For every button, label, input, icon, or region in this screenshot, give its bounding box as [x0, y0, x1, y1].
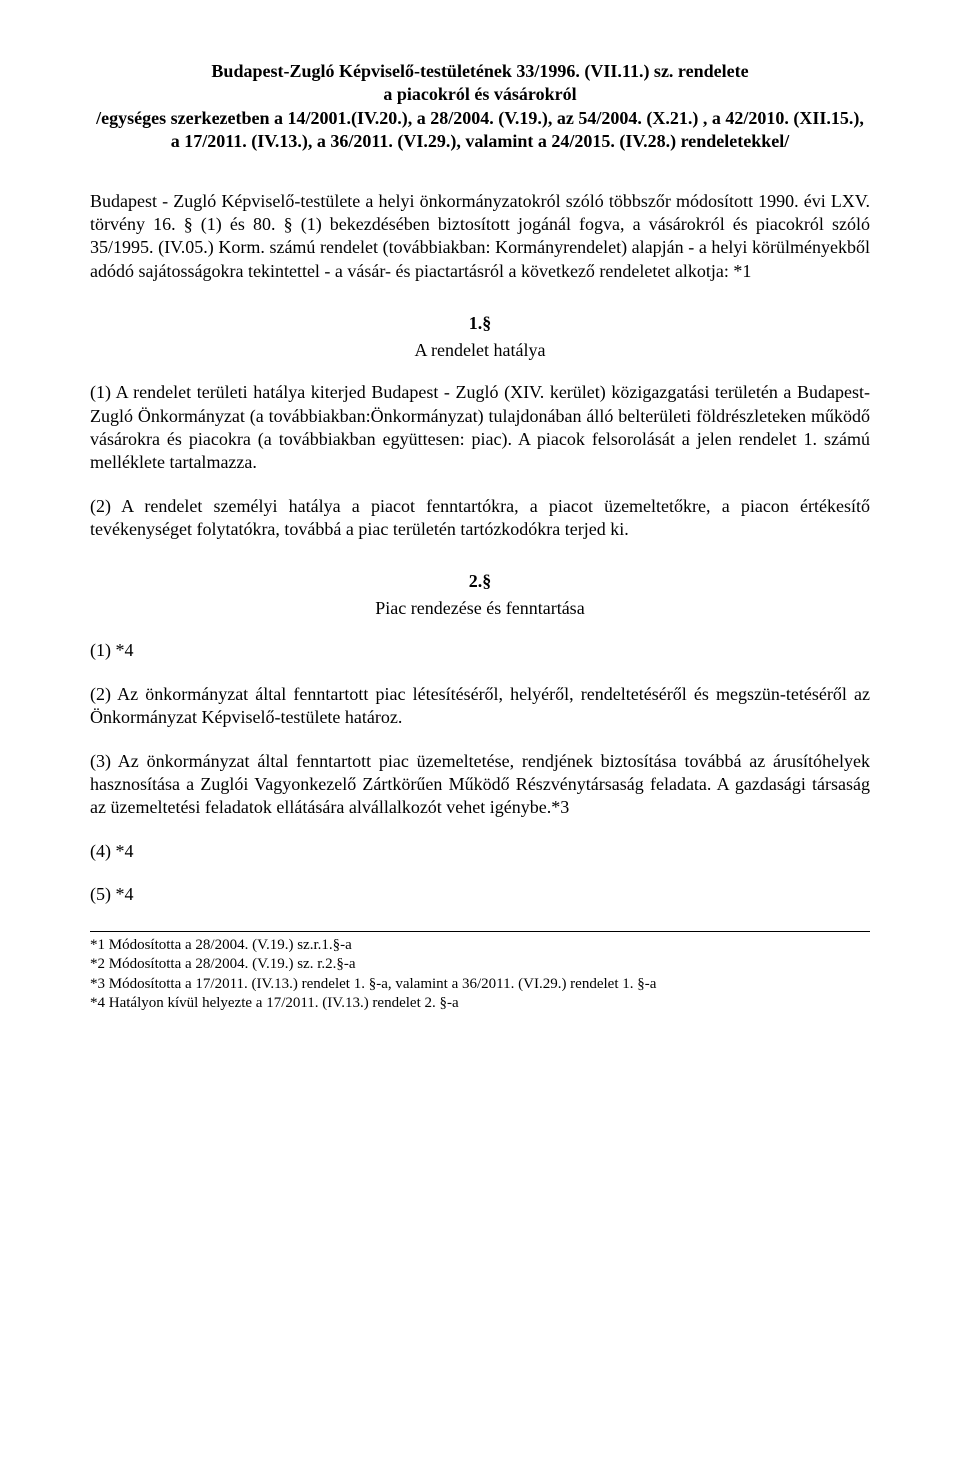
- section-2-number: 2.§: [90, 571, 870, 592]
- footnote-1: *1 Módosította a 28/2004. (V.19.) sz.r.1…: [90, 936, 870, 956]
- section-2-para-2: (2) Az önkormányzat által fenntartott pi…: [90, 683, 870, 730]
- section-2-para-3: (3) Az önkormányzat által fenntartott pi…: [90, 750, 870, 820]
- footnote-3: *3 Módosította a 17/2011. (IV.13.) rende…: [90, 975, 870, 995]
- section-2-para-4: (4) *4: [90, 840, 870, 863]
- section-1-number: 1.§: [90, 313, 870, 334]
- footnote-2: *2 Módosította a 28/2004. (V.19.) sz. r.…: [90, 955, 870, 975]
- section-1-para-2: (2) A rendelet személyi hatálya a piacot…: [90, 495, 870, 542]
- preamble-paragraph: Budapest - Zugló Képviselő-testülete a h…: [90, 190, 870, 284]
- document-page: Budapest-Zugló Képviselő-testületének 33…: [0, 0, 960, 1054]
- section-2-para-5: (5) *4: [90, 883, 870, 906]
- footnote-4: *4 Hatályon kívül helyezte a 17/2011. (I…: [90, 994, 870, 1014]
- title-line-2: a piacokról és vásárokról: [90, 83, 870, 106]
- title-line-3: /egységes szerkezetben a 14/2001.(IV.20.…: [90, 107, 870, 154]
- section-1-title: A rendelet hatálya: [90, 340, 870, 361]
- section-1-para-1: (1) A rendelet területi hatálya kiterjed…: [90, 381, 870, 475]
- section-2-para-1: (1) *4: [90, 639, 870, 662]
- title-line-1: Budapest-Zugló Képviselő-testületének 33…: [90, 60, 870, 83]
- footnotes-block: *1 Módosította a 28/2004. (V.19.) sz.r.1…: [90, 931, 870, 1014]
- title-block: Budapest-Zugló Képviselő-testületének 33…: [90, 60, 870, 154]
- section-2-title: Piac rendezése és fenntartása: [90, 598, 870, 619]
